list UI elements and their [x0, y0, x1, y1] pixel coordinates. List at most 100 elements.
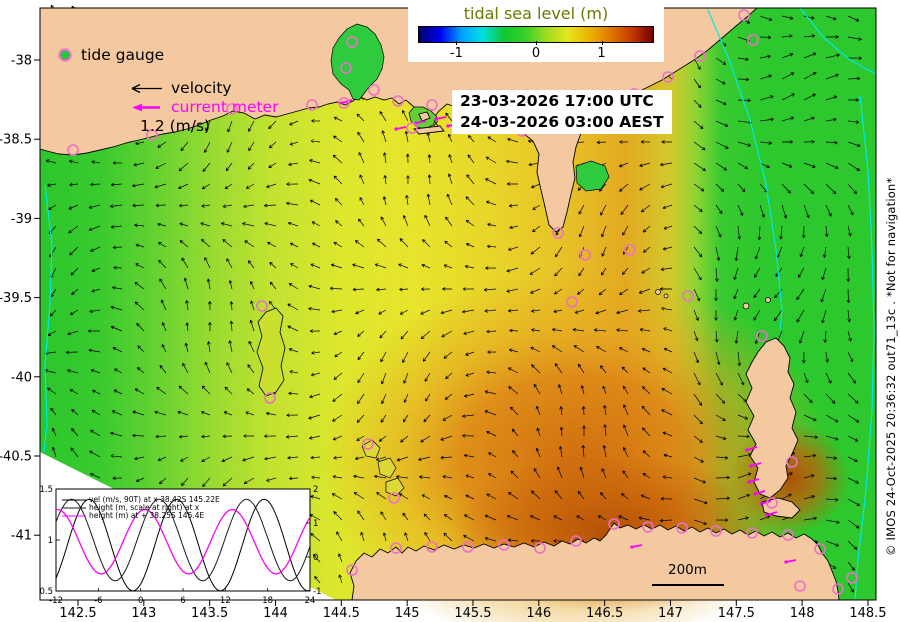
tide-gauge-marker [642, 521, 654, 533]
colorbar-tick-label: -1 [449, 46, 463, 61]
colorbar-tick-label: 1 [597, 46, 606, 61]
y-axis-tick-label: -40.5 [0, 450, 32, 465]
tide-gauge-marker [406, 122, 418, 134]
inset-left-tick-label: 1.5 [39, 485, 53, 495]
inset-right-tick-label: 2 [313, 485, 318, 495]
tide-gauge-marker [566, 296, 578, 308]
tide-gauge-marker [306, 99, 318, 111]
tide-gauge-marker [67, 144, 79, 156]
current-meter-mark [415, 120, 427, 124]
tide-gauge-marker [340, 62, 352, 74]
velocity-arrow-glyph [131, 83, 162, 93]
current-meter-mark [746, 446, 758, 451]
inset-series-height [56, 498, 310, 582]
current-meter-mark [754, 490, 766, 495]
x-axis-tick-label: 143 [131, 606, 156, 621]
tide-gauge-marker [362, 438, 374, 450]
port-phillip-bay [330, 23, 385, 101]
current-meter-icon [132, 103, 160, 111]
sea-level-contour [43, 184, 53, 453]
tide-gauge-marker [794, 580, 806, 592]
small-island [765, 297, 771, 303]
small-island [742, 302, 750, 310]
tide-gauge-marker [146, 129, 158, 141]
inset-x-tick-label: -6 [94, 596, 102, 606]
inset-curves [56, 498, 310, 591]
current-meter-mark [785, 559, 797, 563]
x-axis-tick-label: 145.5 [454, 606, 491, 621]
colorbar-tick-label: 0 [531, 46, 541, 61]
current-meter-tip [630, 545, 634, 549]
tide-gauge-marker [710, 525, 722, 537]
french-island [418, 111, 431, 122]
timestamp-local: 24-03-2026 03:00 AEST [460, 113, 664, 131]
current-meter-tip [759, 502, 763, 506]
x-axis-tick-label: 144.5 [323, 606, 360, 621]
hunter-island [377, 457, 397, 479]
inset-chart-box [55, 488, 311, 592]
tide-gauge-marker [390, 542, 402, 554]
current-meter-mark [750, 462, 762, 467]
x-axis-tick-label: 146 [526, 606, 551, 621]
scale-bar-label: 200m [668, 562, 707, 578]
current-meter-tip [394, 127, 398, 131]
current-meter-label: current meter [171, 98, 279, 116]
tide-gauge-marker [766, 497, 778, 509]
tide-gauge-marker [552, 227, 564, 239]
inset-legend-entry-height-plus: height (m) at + 38.25S 145.4E [89, 511, 205, 520]
tide-gauge-marker [676, 522, 688, 534]
colorbar-title: tidal sea level (m) [463, 4, 609, 23]
colorbar: tidal sea level (m) -1 0 1 [408, 2, 664, 62]
inset-x-tick-label: 24 [305, 596, 316, 606]
inset-x-tick-label: -12 [49, 596, 63, 606]
tide-gauge-marker [786, 456, 798, 468]
current-meter-mark [748, 478, 760, 483]
x-axis-tick-label: 142.5 [59, 606, 96, 621]
current-meter-mark [341, 99, 353, 104]
y-axis-tick-label: -38.5 [0, 133, 32, 148]
corner-inlet [575, 160, 610, 192]
scale-bar-line [652, 584, 724, 586]
inset-x-tick-label: 6 [180, 596, 185, 606]
tide-gauge-icon-glyph [58, 48, 72, 62]
tide-gauge-marker [608, 518, 620, 530]
tide-gauge-marker [388, 492, 400, 504]
inset-series-height_plus [56, 508, 310, 575]
current-meter-mark [766, 511, 778, 516]
colorbar-tick-mark [536, 41, 537, 45]
tasmania-coast [349, 522, 840, 601]
small-island [663, 293, 669, 299]
current-meter-head-glyph [132, 103, 142, 111]
tide-gauge-marker [462, 541, 474, 553]
phillip-island [413, 125, 445, 135]
tide-gauge-marker [426, 99, 438, 111]
copyright-watermark: © IMOS 24-Oct-2025 20:36:32 out71_13c . … [884, 177, 898, 556]
legend-current-meter: current meter [124, 98, 278, 116]
inset-right-tick-label: 0 [313, 553, 318, 563]
velocity-scale-label: 1.2 (m/s) [140, 117, 211, 135]
sea-level-contour [799, 7, 877, 75]
x-axis-tick-label: 148 [790, 606, 815, 621]
tide-gauge-marker [756, 330, 768, 342]
tide-gauge-marker [256, 300, 268, 312]
x-axis-tick-label: 146.5 [586, 606, 623, 621]
velocity-arrow-icon [131, 83, 162, 93]
current-meter-tip [765, 513, 769, 517]
inset-legend-entry-height: height (m, scale at right) at x [89, 503, 200, 512]
tide-gauge-marker [226, 103, 238, 115]
tide-gauge-marker [570, 535, 582, 547]
colorbar-tick-mark [456, 41, 458, 45]
current-meter-tip [747, 480, 751, 484]
y-axis-tick-label: -39.5 [0, 291, 32, 306]
current-meter-mark [395, 126, 407, 130]
tide-gauge-marker [624, 244, 636, 256]
tide-gauge-marker [498, 539, 510, 551]
current-meter-tip [749, 464, 753, 468]
x-axis-tick-label: 143.5 [191, 606, 228, 621]
tide-gauge-marker [579, 249, 591, 261]
tide-gauge-marker [346, 564, 358, 576]
y-axis-tick-label: -38 [11, 54, 32, 69]
x-axis-tick-label: 148.5 [849, 606, 886, 621]
tide-gauge-marker [846, 572, 858, 584]
